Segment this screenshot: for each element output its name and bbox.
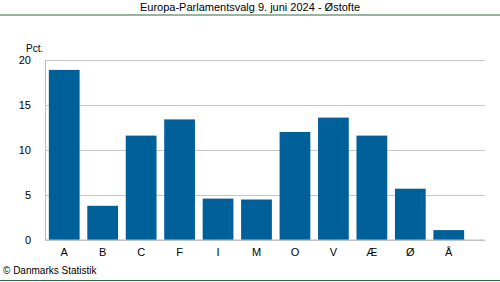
bottom-rule (0, 280, 500, 281)
x-tick: V (330, 240, 338, 258)
bar (164, 119, 195, 240)
bar (318, 118, 349, 240)
grid-line (45, 240, 485, 241)
bar (87, 206, 118, 240)
bar (395, 189, 426, 240)
y-label: Pct. (26, 43, 43, 54)
x-tick-label: Å (445, 246, 453, 258)
x-tick: Å (445, 240, 453, 258)
x-tick-label: M (252, 246, 261, 258)
bar (49, 70, 80, 240)
y-tick-label: 5 (25, 189, 31, 201)
x-tick: B (99, 240, 106, 258)
footer: © Danmarks Statistik (3, 265, 98, 276)
bar (433, 230, 464, 240)
title-rule (0, 15, 500, 16)
x-tick: A (61, 240, 69, 258)
y-tick: 10 (19, 144, 485, 156)
x-tick: C (137, 240, 145, 258)
y-tick-label: 20 (19, 54, 31, 66)
x-tick-label: A (61, 246, 69, 258)
y-tick: 15 (19, 99, 485, 111)
y-tick-label: 0 (25, 234, 31, 246)
x-tick-label: V (330, 246, 338, 258)
grid-line (45, 150, 485, 151)
bar (126, 136, 157, 240)
y-tick-label: 15 (19, 99, 31, 111)
bar (280, 132, 311, 240)
y-axis: 0 5 10 15 20 (19, 54, 485, 246)
x-tick-label: Æ (366, 246, 377, 258)
x-tick: Ø (406, 240, 415, 258)
y-tick-label: 10 (19, 144, 31, 156)
x-tick-label: F (176, 246, 183, 258)
grid-line (45, 105, 485, 106)
bar (241, 200, 272, 241)
x-axis-line (45, 240, 485, 241)
bar (356, 136, 387, 240)
x-tick: O (291, 240, 300, 258)
x-tick-label: O (291, 246, 300, 258)
x-tick-label: C (137, 246, 145, 258)
x-axis: ABCFIMOVÆØÅ (45, 240, 485, 258)
x-tick: I (217, 240, 220, 258)
y-axis-line (46, 61, 486, 241)
title: Europa-Parlamentsvalg 9. juni 2024 - Øst… (140, 1, 360, 13)
x-tick: Æ (366, 240, 377, 258)
x-tick: F (176, 240, 183, 258)
y-tick: 20 (19, 54, 485, 66)
x-tick-label: I (217, 246, 220, 258)
x-tick-label: Ø (406, 246, 415, 258)
x-tick: M (252, 240, 261, 258)
grid-line (45, 60, 485, 61)
bars (49, 70, 464, 240)
chart: Europa-Parlamentsvalg 9. juni 2024 - Øst… (0, 0, 500, 282)
x-tick-label: B (99, 246, 106, 258)
bar (203, 199, 234, 240)
